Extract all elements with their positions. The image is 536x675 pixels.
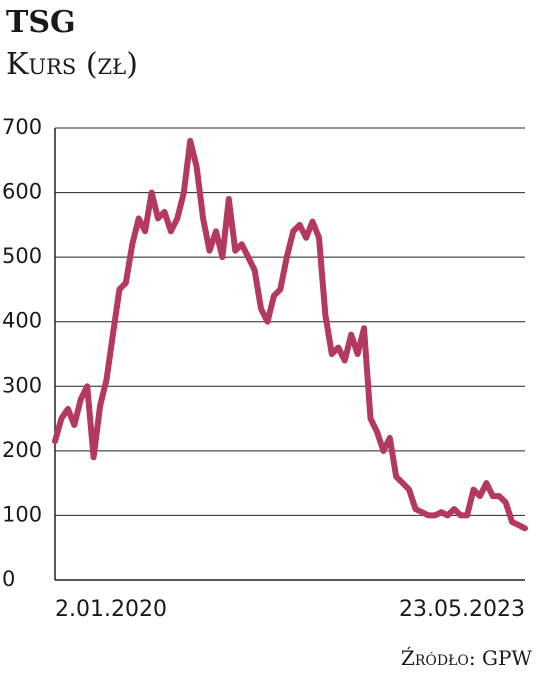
- x-tick-label: 23.05.2023: [399, 597, 525, 622]
- chart-subtitle: Kurs (zł): [6, 47, 138, 82]
- y-tick-label: 200: [2, 438, 42, 462]
- y-tick-label: 400: [2, 309, 42, 333]
- y-tick-label: 0: [2, 567, 15, 591]
- chart-title: TSG: [6, 5, 76, 40]
- source: Źródło: GPW: [401, 646, 533, 670]
- y-tick-label: 700: [2, 115, 42, 139]
- price-line: [52, 137, 528, 532]
- x-tick-label: 2.01.2020: [55, 597, 167, 622]
- y-tick-label: 100: [2, 502, 42, 526]
- y-tick-label: 600: [2, 180, 42, 204]
- y-tick-label: 500: [2, 244, 42, 268]
- y-tick-label: 300: [2, 373, 42, 397]
